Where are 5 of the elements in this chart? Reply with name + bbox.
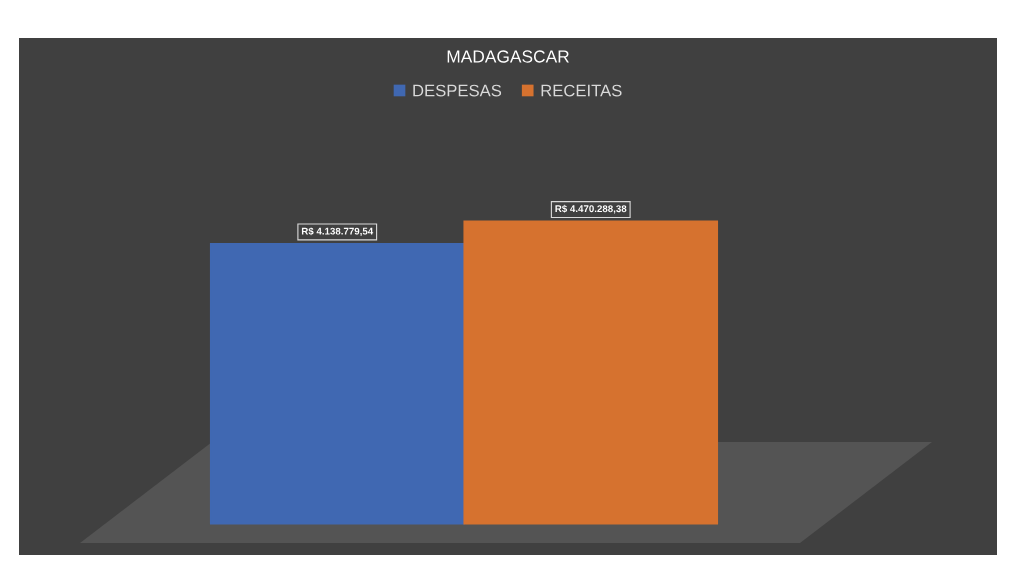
data-label: R$ 4.138.779,54 [301, 227, 374, 237]
data-label: R$ 4.470.288,38 [555, 204, 627, 214]
legend-label: RECEITAS [541, 84, 622, 97]
legend-label: DESPESAS [413, 84, 502, 97]
chart-title: MADAGASCAR [447, 50, 569, 63]
